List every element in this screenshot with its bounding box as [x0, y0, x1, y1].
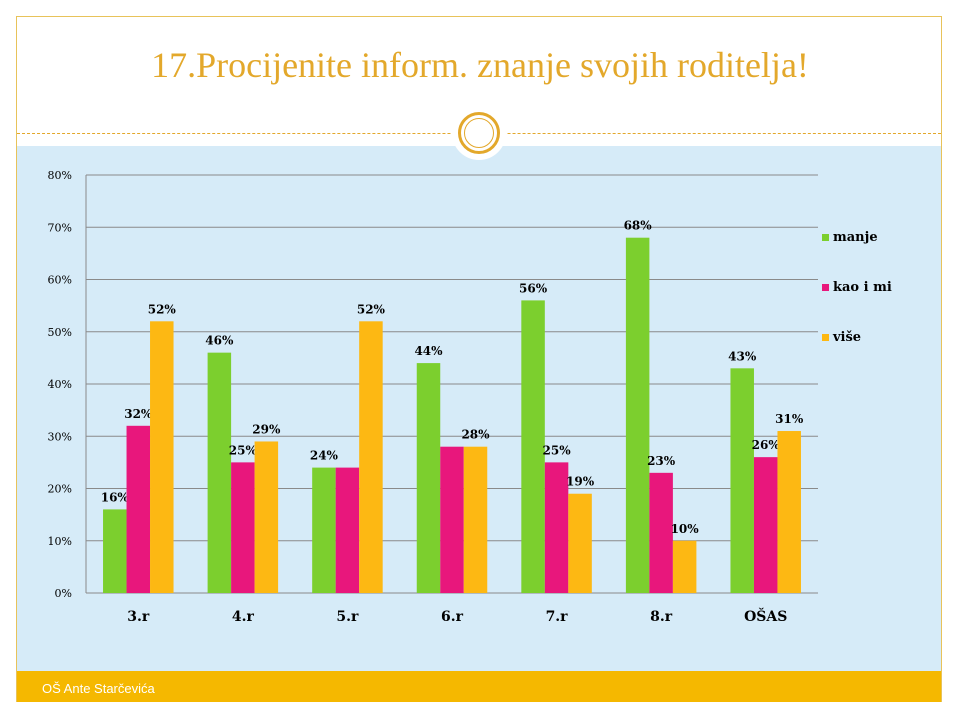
- bar: [463, 446, 488, 593]
- data-label: 24%: [310, 449, 339, 463]
- bar: [312, 467, 336, 593]
- bar: [544, 462, 569, 593]
- x-tick-label: 8.r: [650, 609, 673, 625]
- data-label: 52%: [357, 302, 386, 316]
- bar: [440, 446, 464, 593]
- bar: [359, 321, 383, 593]
- data-label: 52%: [148, 302, 177, 316]
- bar: [568, 493, 592, 593]
- data-label: 28%: [461, 428, 490, 442]
- bar: [254, 441, 279, 593]
- data-label: 26%: [752, 438, 781, 452]
- bar: [207, 352, 232, 593]
- data-label: 32%: [124, 407, 153, 421]
- y-tick-label: 50%: [48, 326, 72, 339]
- footer-text: OŠ Ante Starčevića: [42, 681, 155, 696]
- y-tick-label: 10%: [48, 535, 72, 548]
- y-tick-label: 40%: [48, 378, 72, 391]
- data-label: 31%: [775, 412, 804, 426]
- y-tick-label: 30%: [48, 430, 72, 443]
- y-tick-label: 60%: [48, 274, 72, 287]
- footer-bar: [17, 671, 941, 702]
- bar: [126, 425, 151, 593]
- x-tick-label: OŠAS: [744, 607, 787, 625]
- data-label: 23%: [647, 454, 676, 468]
- bar: [730, 368, 754, 593]
- bar: [335, 467, 360, 593]
- data-label: 44%: [414, 344, 443, 358]
- legend-label: više: [832, 330, 861, 345]
- data-label: 68%: [624, 219, 653, 233]
- x-tick-label: 4.r: [232, 609, 255, 625]
- data-label: 56%: [519, 281, 548, 295]
- y-tick-label: 70%: [48, 221, 72, 234]
- bar: [753, 457, 778, 593]
- legend-label: kao i mi: [833, 280, 892, 295]
- bar: [625, 237, 650, 593]
- bar: [150, 321, 174, 593]
- x-tick-label: 3.r: [127, 609, 150, 625]
- data-label: 19%: [566, 475, 595, 489]
- data-label: 29%: [252, 422, 281, 436]
- bar: [231, 462, 255, 593]
- slide-title: 17.Procijenite inform. znanje svojih rod…: [151, 45, 809, 85]
- data-label: 43%: [728, 349, 757, 363]
- y-tick-label: 0%: [55, 587, 72, 600]
- x-tick-label: 6.r: [441, 609, 464, 625]
- data-label: 10%: [671, 522, 700, 536]
- y-tick-label: 80%: [48, 169, 72, 182]
- data-label: 25%: [229, 443, 258, 457]
- legend-swatch: [822, 234, 829, 241]
- bar: [416, 363, 441, 593]
- bar: [777, 431, 801, 593]
- x-tick-label: 5.r: [336, 609, 359, 625]
- ornament-ring-inner: [464, 118, 494, 148]
- x-tick-label: 7.r: [546, 609, 569, 625]
- legend-swatch: [822, 284, 829, 291]
- data-label: 16%: [101, 490, 130, 504]
- y-tick-label: 20%: [48, 483, 72, 496]
- bar: [649, 472, 673, 593]
- bar: [521, 300, 545, 593]
- bar: [672, 540, 697, 593]
- legend-label: manje: [833, 230, 878, 245]
- data-label: 46%: [205, 334, 234, 348]
- legend-swatch: [822, 334, 829, 341]
- bar: [103, 509, 127, 593]
- data-label: 25%: [543, 443, 572, 457]
